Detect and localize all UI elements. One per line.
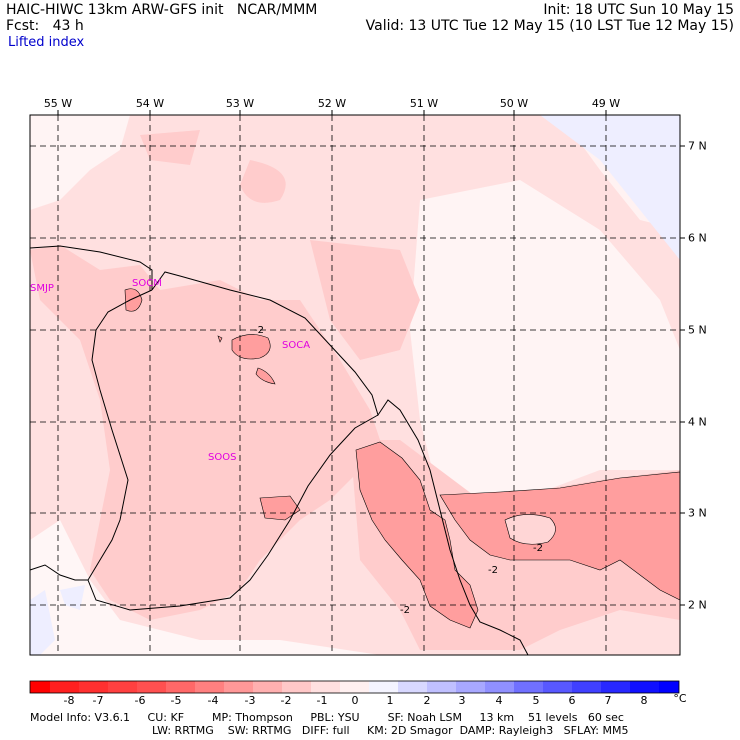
colorbar-label: 7 (604, 694, 612, 707)
contour-label: -2 (488, 565, 498, 576)
map-frame (29, 114, 681, 656)
contour-label: -2 (400, 605, 410, 616)
positive-area (30, 590, 55, 655)
valid-time: Valid: 13 UTC Tue 12 May 15 (10 LST Tue … (365, 18, 734, 34)
contour-label: -2 (254, 325, 264, 336)
coastline (29, 245, 529, 656)
init-time: Init: 18 UTC Sun 10 May 15 (543, 2, 734, 18)
colorbar-unit: °C (673, 692, 687, 705)
station-label: SOCA (282, 340, 311, 351)
colorbar-label: -7 (92, 694, 104, 707)
field-name: Lifted index (8, 35, 85, 50)
station-label: SOOS (208, 452, 237, 463)
colorbar-label: 5 (532, 694, 540, 707)
positive-area (540, 115, 680, 260)
lon-label: 55 W (43, 97, 73, 110)
lat-label: 5 N (688, 323, 707, 337)
lon-label: 54 W (135, 97, 165, 110)
lat-label: 7 N (688, 139, 707, 153)
colorbar-label: -6 (134, 694, 146, 707)
station-label: SMJP (30, 283, 54, 294)
colorbar-label: 0 (351, 694, 359, 707)
colorbar-label: 3 (458, 694, 466, 707)
model-info: Model Info: V3.6.1 CU: KF MP: Thompson P… (30, 711, 624, 724)
colorbar-label: -3 (244, 694, 256, 707)
contour-label: -2 (533, 543, 543, 554)
colorbar-label: -1 (316, 694, 328, 707)
colorbar-label: 1 (386, 694, 394, 707)
colorbar-label: 2 (423, 694, 431, 707)
lon-label: 53 W (225, 97, 255, 110)
lon-label: 52 W (317, 97, 347, 110)
strong-areas (124, 288, 681, 629)
colorbar-label: -2 (280, 694, 292, 707)
lat-label: 3 N (688, 506, 707, 520)
station-label: SOCM (132, 278, 162, 289)
lat-label: 6 N (688, 231, 707, 245)
positive-area (60, 585, 85, 610)
frame-ticks (57, 110, 685, 606)
colorbar-label: 4 (495, 694, 503, 707)
forecast-hour: Fcst: 43 h (6, 18, 84, 34)
lat-label: 4 N (688, 415, 707, 429)
strong-area-hole (504, 514, 556, 545)
model-physics: LW: RRTMG SW: RRTMG DIFF: full KM: 2D Sm… (152, 724, 629, 737)
lon-label: 51 W (409, 97, 439, 110)
colorbar-label: 8 (640, 694, 648, 707)
colorbar-label: -4 (207, 694, 219, 707)
colorbar (29, 680, 680, 694)
lon-label: 49 W (591, 97, 621, 110)
latlon-grid (30, 115, 680, 655)
colorbar-label: -8 (63, 694, 75, 707)
lon-label: 50 W (499, 97, 529, 110)
colorbar-label: 6 (568, 694, 576, 707)
model-title: HAIC-HIWC 13km ARW-GFS init NCAR/MMM (6, 2, 318, 18)
colorbar-label: -5 (170, 694, 182, 707)
lat-label: 2 N (688, 598, 707, 612)
